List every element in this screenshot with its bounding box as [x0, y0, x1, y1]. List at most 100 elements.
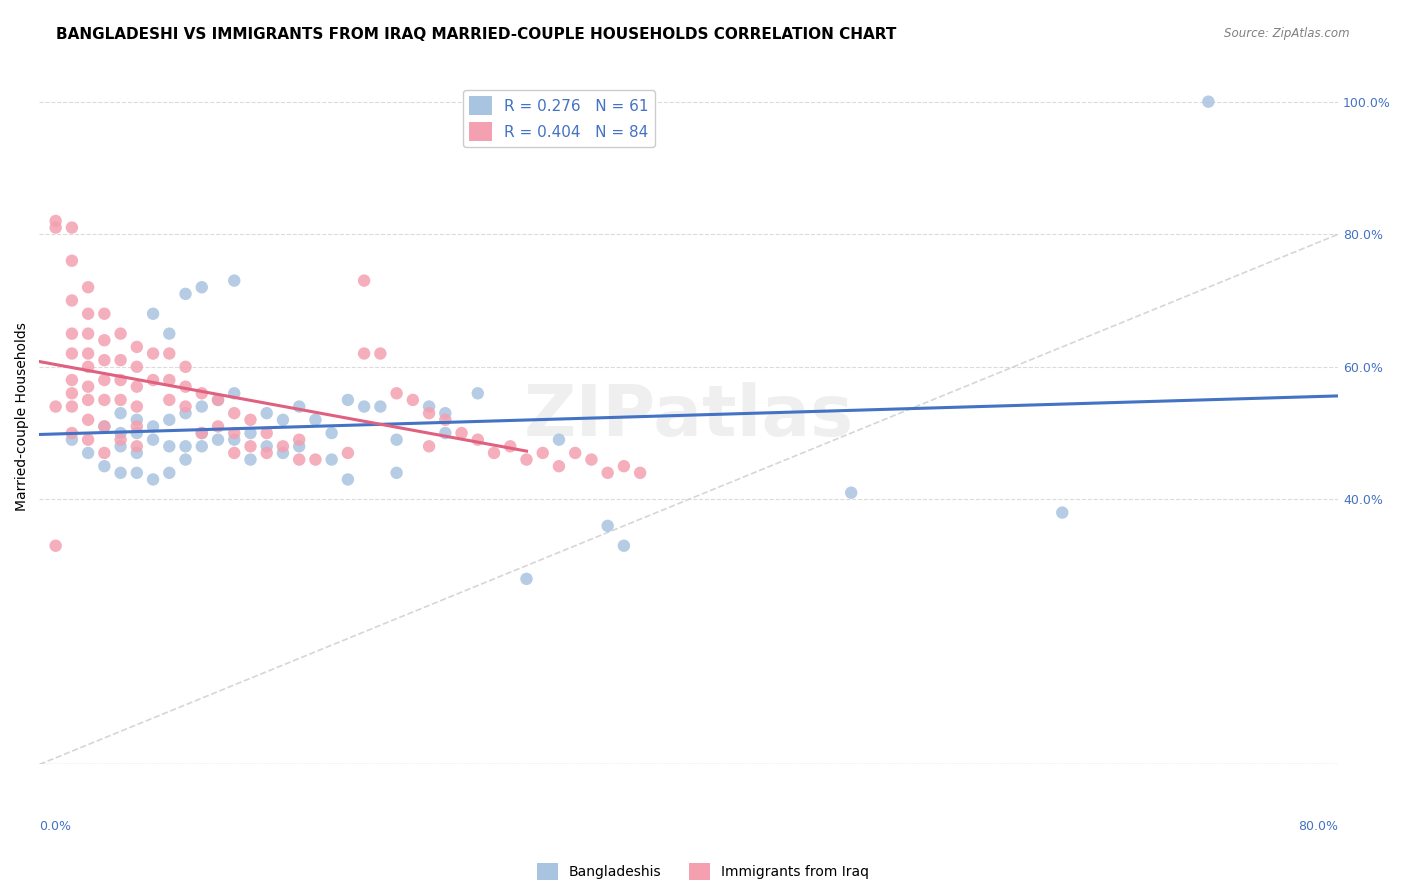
Point	[125, 379, 148, 393]
Point	[60, 220, 83, 235]
Text: BANGLADESHI VS IMMIGRANTS FROM IRAQ MARRIED-COUPLE HOUSEHOLDS CORRELATION CHART: BANGLADESHI VS IMMIGRANTS FROM IRAQ MARR…	[56, 27, 897, 42]
Point	[110, 433, 132, 447]
Point	[93, 307, 115, 321]
Point	[60, 433, 83, 447]
Point	[191, 425, 214, 440]
Point	[224, 386, 246, 401]
Text: Source: ZipAtlas.com: Source: ZipAtlas.com	[1225, 27, 1350, 40]
Point	[110, 439, 132, 453]
Point	[93, 459, 115, 474]
Point	[353, 400, 375, 414]
Point	[370, 400, 392, 414]
Point	[515, 452, 537, 467]
Y-axis label: Married-couple Households: Married-couple Households	[15, 322, 30, 511]
Point	[77, 280, 100, 294]
Point	[191, 386, 214, 401]
Point	[77, 379, 100, 393]
Point	[1197, 95, 1219, 109]
Point	[321, 452, 343, 467]
Point	[256, 406, 278, 420]
Point	[45, 214, 67, 228]
Point	[581, 452, 603, 467]
Point	[110, 326, 132, 341]
Point	[45, 220, 67, 235]
Point	[482, 446, 505, 460]
Point	[157, 439, 180, 453]
Point	[191, 400, 214, 414]
Point	[353, 274, 375, 288]
Point	[548, 433, 571, 447]
Point	[110, 466, 132, 480]
Point	[224, 446, 246, 460]
Point	[499, 439, 522, 453]
Point	[60, 373, 83, 387]
Text: 0.0%: 0.0%	[39, 820, 72, 833]
Point	[93, 392, 115, 407]
Text: ZIPatlas: ZIPatlas	[524, 382, 853, 451]
Point	[157, 392, 180, 407]
Point	[239, 425, 262, 440]
Point	[77, 413, 100, 427]
Point	[157, 373, 180, 387]
Point	[336, 392, 359, 407]
Point	[418, 400, 440, 414]
Point	[207, 392, 229, 407]
Point	[288, 400, 311, 414]
Point	[174, 452, 197, 467]
Point	[110, 406, 132, 420]
Point	[125, 439, 148, 453]
Point	[142, 419, 165, 434]
Point	[191, 439, 214, 453]
Point	[271, 446, 294, 460]
Point	[125, 359, 148, 374]
Legend: Bangladeshis, Immigrants from Iraq: Bangladeshis, Immigrants from Iraq	[531, 857, 875, 885]
Point	[93, 373, 115, 387]
Point	[77, 433, 100, 447]
Point	[110, 392, 132, 407]
Point	[288, 433, 311, 447]
Point	[256, 439, 278, 453]
Point	[174, 359, 197, 374]
Point	[174, 406, 197, 420]
Point	[467, 433, 489, 447]
Point	[93, 419, 115, 434]
Point	[515, 572, 537, 586]
Point	[174, 379, 197, 393]
Point	[434, 406, 457, 420]
Point	[450, 425, 472, 440]
Point	[110, 425, 132, 440]
Point	[174, 400, 197, 414]
Point	[304, 413, 326, 427]
Point	[239, 439, 262, 453]
Point	[125, 413, 148, 427]
Point	[157, 326, 180, 341]
Point	[77, 346, 100, 360]
Point	[256, 425, 278, 440]
Point	[224, 274, 246, 288]
Point	[142, 473, 165, 487]
Point	[142, 307, 165, 321]
Point	[224, 406, 246, 420]
Point	[125, 419, 148, 434]
Point	[110, 353, 132, 368]
Point	[125, 425, 148, 440]
Point	[191, 425, 214, 440]
Point	[321, 425, 343, 440]
Point	[224, 433, 246, 447]
Point	[142, 433, 165, 447]
Point	[125, 446, 148, 460]
Point	[60, 293, 83, 308]
Point	[60, 346, 83, 360]
Point	[1052, 506, 1074, 520]
Legend: R = 0.276   N = 61, R = 0.404   N = 84: R = 0.276 N = 61, R = 0.404 N = 84	[463, 90, 655, 147]
Point	[224, 425, 246, 440]
Point	[613, 539, 636, 553]
Point	[93, 419, 115, 434]
Point	[418, 406, 440, 420]
Point	[467, 386, 489, 401]
Point	[402, 392, 425, 407]
Point	[613, 459, 636, 474]
Point	[239, 452, 262, 467]
Point	[385, 466, 408, 480]
Point	[60, 400, 83, 414]
